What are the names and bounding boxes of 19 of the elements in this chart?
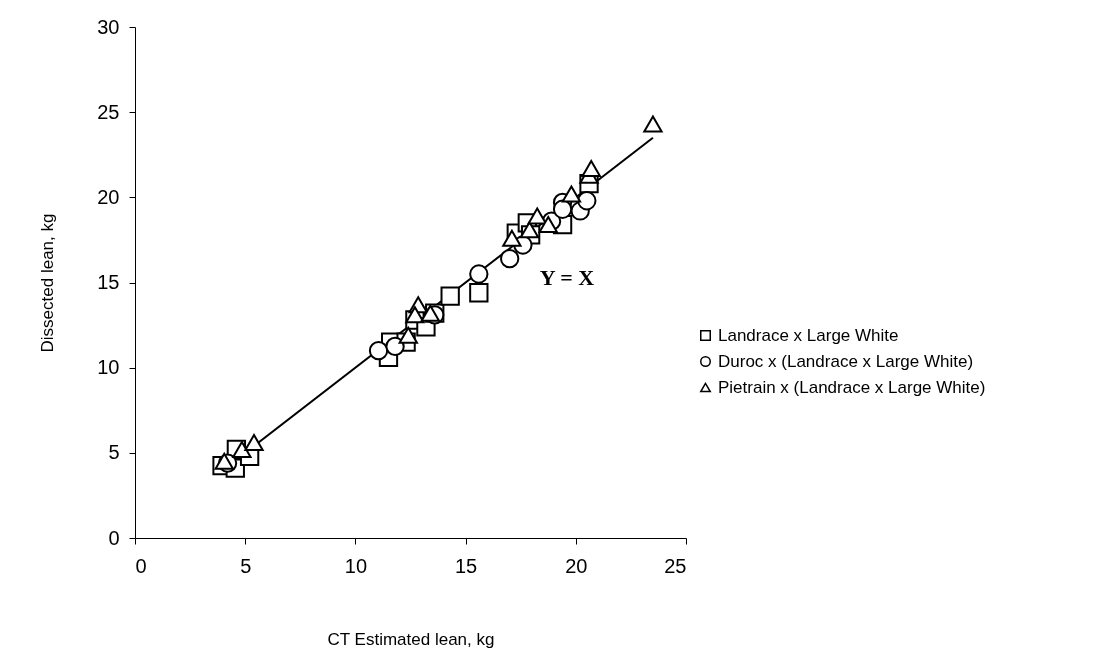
x-tick-label: 15 xyxy=(454,554,478,577)
legend-label: Landrace x Large White xyxy=(718,325,899,345)
y-tick-label: 10 xyxy=(97,356,120,379)
x-tick-label: 25 xyxy=(664,554,687,577)
y-tick-label: 30 xyxy=(97,15,120,38)
y-tick-label: 25 xyxy=(97,100,120,123)
x-tick-label: 10 xyxy=(344,554,368,577)
y-tick-label: 15 xyxy=(97,271,120,293)
x-axis-title: CT Estimated lean, kg xyxy=(327,629,495,649)
x-tick-label: 5 xyxy=(240,554,252,577)
legend-label: Pietrain x (Landrace x Large White) xyxy=(718,377,986,397)
legend-label: Duroc x (Landrace x Large White) xyxy=(718,351,974,371)
y-tick-label: 0 xyxy=(108,526,120,549)
y-tick-label: 5 xyxy=(108,441,120,464)
x-tick-label: 0 xyxy=(135,554,147,577)
y-axis-title: Dissected lean, kg xyxy=(38,213,58,353)
x-tick-label: 20 xyxy=(565,554,588,577)
annotation: Y = X xyxy=(539,265,595,290)
y-tick-label: 20 xyxy=(97,185,120,208)
